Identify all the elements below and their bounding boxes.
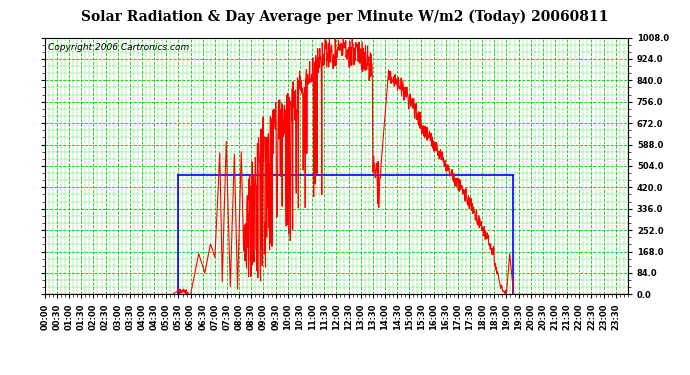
Text: Solar Radiation & Day Average per Minute W/m2 (Today) 20060811: Solar Radiation & Day Average per Minute… (81, 9, 609, 24)
Text: Copyright 2006 Cartronics.com: Copyright 2006 Cartronics.com (48, 43, 189, 52)
